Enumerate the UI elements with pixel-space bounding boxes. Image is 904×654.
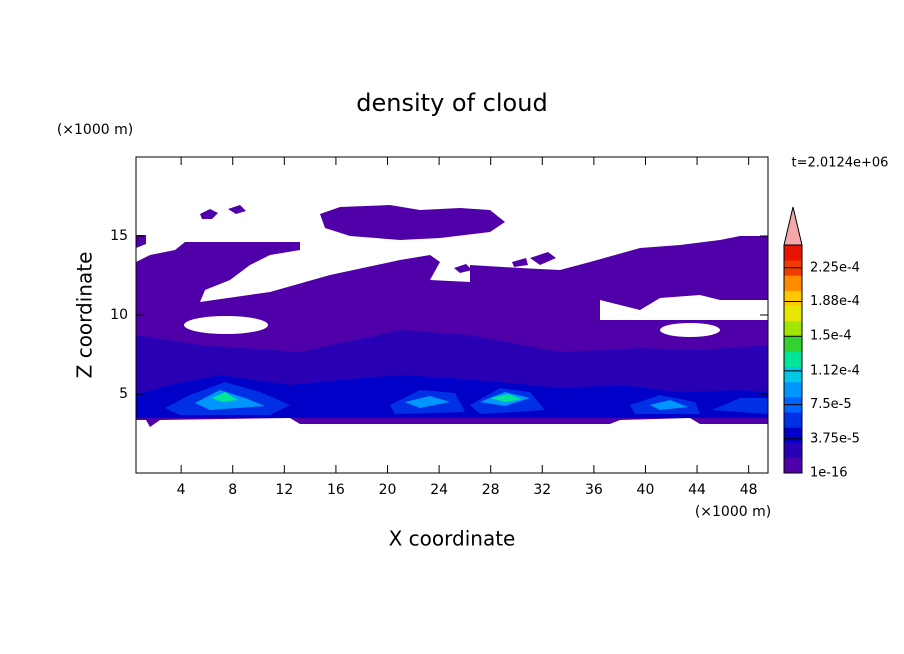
colorbar-band	[784, 275, 802, 291]
y-tick-label: 15	[110, 228, 128, 244]
colorbar-band	[784, 305, 802, 322]
colorbar-tick-label: 1.5e-4	[810, 329, 852, 344]
x-tick-label: 16	[327, 482, 345, 498]
x-tick-label: 44	[688, 482, 706, 498]
contour-region	[320, 205, 505, 240]
x-tick-label: 36	[585, 482, 603, 498]
contour-region	[165, 382, 768, 415]
x-axis-title: X coordinate	[389, 527, 516, 551]
colorbar-band	[784, 412, 802, 428]
colorbar-tick-label: 3.75e-5	[810, 431, 860, 446]
contour-region	[530, 252, 556, 265]
colorbar-tick-label: 1.12e-4	[810, 363, 860, 378]
contour-region	[200, 209, 218, 219]
colorbar-tick-label: 2.25e-4	[810, 260, 860, 275]
colorbar-band	[784, 336, 802, 352]
colorbar-band	[784, 245, 802, 261]
empty-region	[660, 323, 720, 337]
colorbar-tick-label: 1e-16	[810, 466, 848, 481]
x-tick-label: 20	[379, 482, 397, 498]
colorbar-band	[784, 351, 802, 367]
colorbar-band	[784, 321, 802, 337]
colorbar-band	[784, 442, 802, 459]
x-tick-label: 48	[740, 482, 758, 498]
empty-region	[184, 316, 268, 334]
contour-field	[136, 205, 768, 427]
contour-region	[454, 264, 472, 273]
colorbar-band	[784, 366, 802, 383]
x-tick-label: 12	[275, 482, 293, 498]
contour-region	[512, 258, 528, 267]
colorbar-tick-label: 7.5e-5	[810, 397, 852, 412]
contour-region	[228, 205, 246, 214]
contour-region	[136, 235, 146, 248]
y-unit: (×1000 m)	[57, 122, 133, 138]
colorbar-band	[784, 427, 802, 443]
colorbar-band	[784, 381, 802, 398]
y-tick-label: 5	[119, 386, 128, 402]
colorbar: 1e-16 3.75e-5 7.5e-5 1.12e-4 1.5e-4 1.88e-4 2.…	[783, 206, 860, 481]
y-axis-title: Z coordinate	[73, 252, 97, 379]
x-unit: (×1000 m)	[695, 504, 771, 520]
annotation: t=2.0124e+06	[792, 156, 889, 171]
chart-title: density of cloud	[356, 89, 547, 117]
x-tick-label: 4	[177, 482, 186, 498]
colorbar-band	[784, 457, 802, 474]
colorbar-tick-label: 1.88e-4	[810, 294, 860, 309]
contour-region	[195, 390, 688, 410]
x-tick-label: 28	[482, 482, 500, 498]
x-tick-label: 40	[637, 482, 655, 498]
y-tick-label: 10	[110, 307, 128, 323]
x-tick-label: 8	[228, 482, 237, 498]
colorbar-extend	[783, 206, 803, 246]
x-tick-label: 24	[430, 482, 448, 498]
colorbar-band	[784, 290, 802, 307]
x-tick-label: 32	[533, 482, 551, 498]
